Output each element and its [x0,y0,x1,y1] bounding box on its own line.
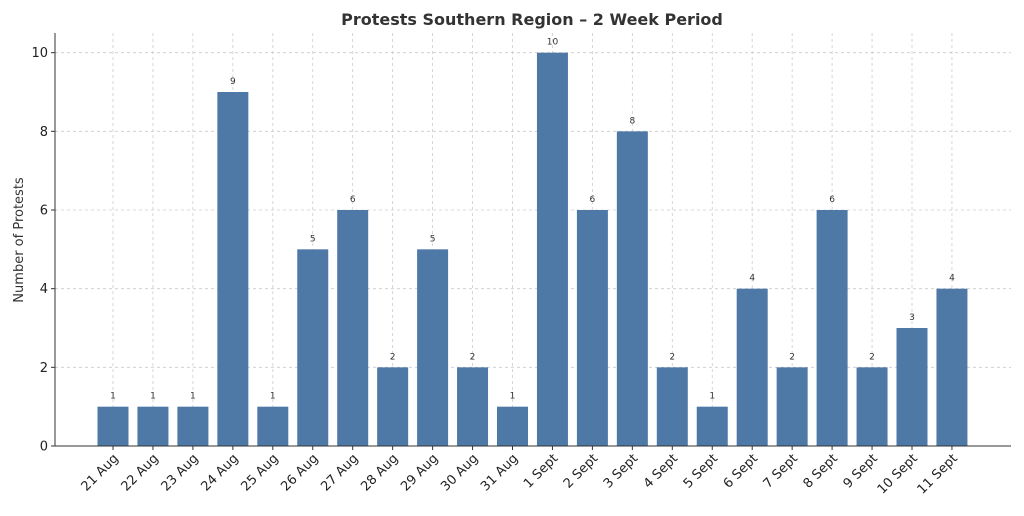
x-tick-label: 4 Sept [641,451,681,491]
bar-value-label: 3 [909,313,915,323]
x-tick-label: 5 Sept [681,451,721,491]
y-axis-label: Number of Protests [12,177,27,303]
x-tick-label: 29 Aug [398,451,441,494]
bar-value-label: 2 [789,352,795,362]
x-tick-label: 22 Aug [119,451,162,494]
bar [257,406,289,446]
bar [457,367,489,446]
bar [856,367,888,446]
bar-value-label: 2 [869,352,875,362]
bar-value-label: 2 [390,352,396,362]
bar [656,367,688,446]
y-tick-label: 10 [31,46,48,61]
chart-title: Protests Southern Region – 2 Week Period [341,10,723,29]
bar [936,288,968,446]
bar-value-label: 2 [470,352,476,362]
bar-value-label: 1 [190,392,196,402]
bar-value-label: 2 [669,352,675,362]
bar-value-label: 1 [709,392,715,402]
x-tick-label: 26 Aug [278,451,321,494]
bar [377,367,409,446]
y-tick-label: 0 [40,440,48,455]
data-labels: 1 1 1 9 1 5 6 2 5 2 1 10 6 8 2 1 4 2 6 2 3 4 [110,38,955,402]
y-tick-label: 6 [40,204,48,219]
bar-value-label: 4 [949,274,955,284]
bar [497,406,528,446]
x-tick-label: 28 Aug [358,451,401,494]
bars [97,52,968,447]
x-tick-label: 8 Sept [801,451,841,491]
x-tick-label: 23 Aug [159,451,202,494]
bar-value-label: 5 [430,234,436,244]
bar-value-label: 10 [547,38,559,48]
bar-value-label: 6 [350,195,356,205]
bar-value-label: 1 [270,392,276,402]
bar-value-label: 1 [150,392,156,402]
x-tick-label: 25 Aug [238,451,281,494]
y-tick-label: 2 [40,361,48,376]
bar [417,249,449,446]
y-tick-label: 8 [40,125,48,140]
bar [896,328,928,446]
bar [337,210,369,446]
x-tick-label: 6 Sept [721,451,761,491]
bar-value-label: 9 [230,77,236,87]
x-tick-label: 1 Sept [521,451,561,491]
bar [696,406,728,446]
bar [536,52,568,447]
bar [297,249,329,446]
bar [616,131,648,447]
x-tick-label: 11 Sept [915,451,961,497]
x-tick-label: 7 Sept [761,451,801,491]
bar [97,406,129,446]
x-tick-label: 30 Aug [438,451,481,494]
bar-value-label: 5 [310,234,316,244]
x-tick-label: 24 Aug [199,451,242,494]
bar [177,406,209,446]
bar [816,210,848,446]
x-tick-label: 2 Sept [561,451,601,491]
x-tick-label: 21 Aug [79,451,122,494]
x-tick-label: 3 Sept [601,451,641,491]
bar [576,210,608,446]
bar-value-label: 6 [829,195,835,205]
x-tick-label: 27 Aug [318,451,361,494]
bar [217,92,249,446]
bar-value-label: 1 [110,392,116,402]
bar-value-label: 8 [629,116,635,126]
bar-value-label: 1 [510,392,516,402]
bar [736,288,768,446]
bar-value-label: 6 [590,195,596,205]
bar [137,406,169,446]
y-tick-label: 4 [40,282,48,297]
x-tick-label: 31 Aug [478,451,521,494]
x-tick-label: 10 Sept [875,451,921,497]
bar-value-label: 4 [749,274,755,284]
bar [776,367,808,446]
